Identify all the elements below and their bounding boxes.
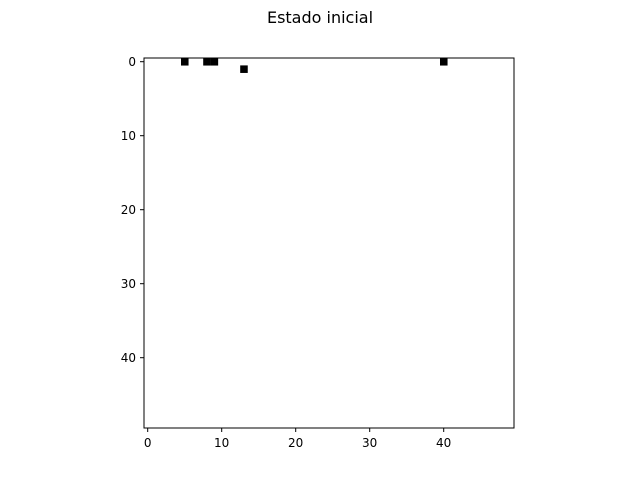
x-tick-label: 10: [214, 436, 229, 450]
y-tick-label: 40: [121, 351, 136, 365]
y-tick-label: 10: [121, 129, 136, 143]
x-tick-label: 40: [436, 436, 451, 450]
heatmap-cells: [181, 58, 448, 73]
chart-title: Estado inicial: [267, 8, 373, 27]
x-tick-label: 0: [144, 436, 152, 450]
heatmap-cell: [240, 65, 248, 73]
x-axis: 0 10 20 30 40: [144, 428, 451, 450]
heatmap-cell: [181, 58, 189, 66]
y-axis: 0 10 20 30 40: [121, 55, 144, 365]
plot-frame: [143, 57, 515, 429]
y-tick-label: 0: [128, 55, 136, 69]
x-tick-label: 20: [288, 436, 303, 450]
heatmap-cell: [440, 58, 448, 66]
heatmap-cell: [210, 58, 219, 66]
plot-area: [143, 57, 515, 429]
y-tick-label: 20: [121, 203, 136, 217]
x-tick-label: 30: [362, 436, 377, 450]
plot-background: [144, 58, 514, 428]
y-tick-label: 30: [121, 277, 136, 291]
heatmap-cell: [203, 58, 211, 66]
